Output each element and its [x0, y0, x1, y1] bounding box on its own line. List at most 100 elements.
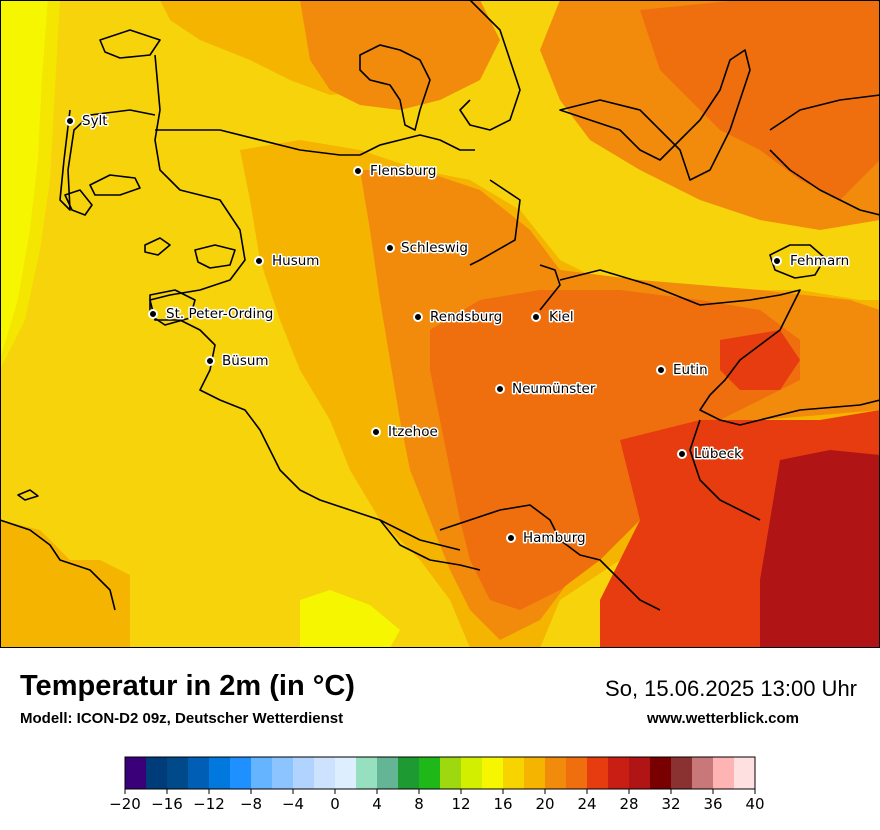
forecast-datetime: So, 15.06.2025 13:00 Uhr [605, 676, 857, 701]
city-eutin[interactable]: Eutin [656, 361, 709, 380]
city-label: Eutin [673, 362, 708, 378]
city-label: Husum [272, 253, 319, 269]
city-label: Kiel [549, 309, 574, 325]
city-fehmarn[interactable]: Fehmarn [772, 252, 851, 271]
border-mecklenburg [689, 419, 761, 521]
scale-tick-label: −4 [282, 795, 304, 813]
city-schleswig[interactable]: Schleswig [385, 239, 470, 258]
scale-tick-label: −16 [151, 795, 183, 813]
color-swatch [188, 757, 210, 789]
color-swatch [146, 757, 168, 789]
coast-luebeck-bay [739, 399, 880, 426]
city-dot [205, 356, 215, 366]
color-scale-frame [124, 756, 756, 790]
scale-tick-label: 8 [414, 795, 424, 813]
city-dot [656, 365, 666, 375]
city-label: Itzehoe [388, 424, 438, 440]
color-scale: −20 −16 −12 −8 −4 0 4 8 12 16 20 24 28 32 36 40 [105, 755, 785, 825]
border-danish [155, 129, 360, 156]
scale-tick-label: 4 [372, 795, 382, 813]
scale-tick-label: −12 [193, 795, 225, 813]
scale-tick-label: 16 [493, 795, 512, 813]
city-flensburg[interactable]: Flensburg [353, 162, 438, 181]
scale-tick-label: 28 [619, 795, 638, 813]
coast-elbe-north [0, 519, 116, 611]
city-dot [495, 384, 505, 394]
coast-mainland-west [149, 54, 461, 551]
color-swatch [671, 757, 693, 789]
scale-tick-label: 20 [535, 795, 554, 813]
city-label: Lübeck [694, 446, 742, 462]
temp-band-22-north [300, 0, 500, 110]
city-dot [148, 309, 158, 319]
coast-east-baltic [469, 179, 521, 266]
coast-pellworm [144, 237, 171, 256]
city-label: Rendsburg [430, 309, 502, 325]
coast-fehmarn [769, 244, 826, 279]
model-subtitle: Modell: ICON-D2 09z, Deutscher Wetterdie… [20, 710, 344, 727]
color-swatch [419, 757, 441, 789]
scale-tick-label: −20 [109, 795, 141, 813]
color-swatch [608, 757, 630, 789]
coast-inner-islands-2 [64, 189, 93, 216]
color-swatch [629, 757, 651, 789]
color-swatch [503, 757, 525, 789]
temp-band-26b [720, 330, 800, 390]
temp-band-24 [430, 290, 800, 610]
color-swatch [566, 757, 588, 789]
city-rendsburg[interactable]: Rendsburg [413, 308, 504, 327]
coast-lolland [559, 49, 751, 181]
city-dot [413, 312, 423, 322]
city-dot [772, 256, 782, 266]
coast-sylt [59, 109, 156, 211]
scale-tick-label: 0 [330, 795, 340, 813]
city-dot [371, 427, 381, 437]
city-label: Sylt [82, 113, 108, 129]
color-scale-ticks: −20 −16 −12 −8 −4 0 4 8 12 16 20 24 28 32 36 40 [109, 789, 765, 813]
color-swatch [713, 757, 735, 789]
color-swatch [335, 757, 357, 789]
city-hamburg[interactable]: Hamburg [506, 529, 587, 548]
color-swatch [587, 757, 609, 789]
color-swatch [545, 757, 567, 789]
temp-band-16-west [0, 0, 48, 360]
city-neumuenster[interactable]: Neumünster [495, 380, 597, 399]
color-swatch [461, 757, 483, 789]
color-swatch [272, 757, 294, 789]
coast-north-small [99, 29, 161, 59]
city-dot [353, 166, 363, 176]
color-scale-canvas: −20 −16 −12 −8 −4 0 4 8 12 16 20 24 28 32 36 40 [109, 756, 765, 813]
map-title: Temperatur in 2m (in °C) [20, 670, 355, 702]
temp-band-28 [760, 450, 880, 648]
color-swatch [692, 757, 714, 789]
temp-band-18b-west [0, 0, 60, 370]
city-luebeck[interactable]: Lübeck [677, 445, 744, 464]
city-label: Büsum [222, 353, 269, 369]
city-buesum[interactable]: Büsum [205, 352, 270, 371]
color-swatch [650, 757, 672, 789]
coast-probstei [559, 269, 801, 426]
temp-band-20-southwest [0, 520, 130, 648]
city-itzehoe[interactable]: Itzehoe [371, 423, 439, 442]
coastlines [0, 0, 880, 611]
city-dot [506, 533, 516, 543]
color-swatch [398, 757, 420, 789]
coast-falster [769, 94, 880, 131]
temp-band-24-northeast [640, 0, 880, 200]
city-kiel[interactable]: Kiel [531, 308, 575, 327]
city-label: Neumünster [512, 381, 596, 397]
color-swatch [209, 757, 231, 789]
city-st-peter-ording[interactable]: St. Peter-Ording [148, 305, 275, 324]
scale-tick-label: 36 [703, 795, 722, 813]
city-husum[interactable]: Husum [254, 252, 321, 271]
city-dot [254, 256, 264, 266]
coast-small-1 [17, 489, 39, 501]
website-link[interactable]: www.wetterblick.com [647, 710, 799, 727]
temp-band-16-south [300, 590, 400, 648]
color-swatch [440, 757, 462, 789]
coast-gedser [769, 149, 880, 216]
color-swatch [314, 757, 336, 789]
city-markers: Sylt Flensburg Schleswig Husum Fehmarn S… [65, 112, 851, 548]
city-sylt[interactable]: Sylt [65, 112, 109, 131]
color-scale-swatches [124, 756, 756, 790]
